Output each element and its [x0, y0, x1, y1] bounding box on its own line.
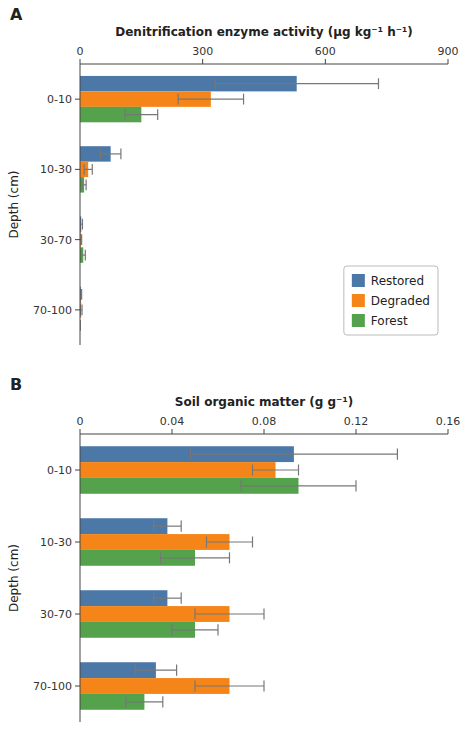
legend-swatch	[352, 274, 365, 287]
y-axis-line	[80, 434, 81, 722]
x-tick	[80, 59, 81, 64]
error-bar	[82, 179, 86, 190]
bar	[80, 462, 276, 478]
x-tick-label: 0.12	[344, 415, 369, 428]
x-tick-label: 0.16	[436, 415, 461, 428]
legend-box	[344, 266, 438, 335]
y-tick-label: 30-70	[40, 234, 72, 247]
error-bar	[81, 250, 85, 261]
plot-area	[80, 446, 397, 710]
y-axis-line	[80, 64, 81, 345]
y-tick-label: 0-10	[47, 93, 72, 106]
y-tick-label: 70-100	[33, 680, 72, 693]
x-tick	[356, 429, 357, 434]
y-tick	[75, 470, 80, 471]
error-bar	[178, 94, 243, 105]
y-tick	[75, 99, 80, 100]
x-tick-label: 300	[192, 45, 213, 58]
y-axis-label: Depth (cm)	[7, 170, 21, 238]
error-bar	[172, 624, 218, 635]
legend-label: Forest	[371, 314, 408, 328]
legend-label: Degraded	[371, 294, 430, 308]
error-bar	[135, 665, 176, 676]
error-bar	[195, 608, 264, 619]
panel-label: A	[10, 5, 23, 24]
panel: A Denitrification enzyme activity (μg kg⁻…	[7, 5, 459, 345]
y-tick-label: 10-30	[40, 163, 72, 176]
y-tick	[75, 542, 80, 543]
y-tick	[75, 309, 80, 310]
plot-area	[80, 76, 378, 331]
x-tick	[448, 429, 449, 434]
x-tick-label: 0	[77, 415, 84, 428]
x-tick	[448, 59, 449, 64]
error-bar	[195, 680, 264, 691]
error-bar	[190, 449, 397, 460]
y-tick-label: 10-30	[40, 536, 72, 549]
y-tick	[75, 614, 80, 615]
x-axis-line	[80, 64, 448, 65]
error-bar	[154, 593, 182, 604]
y-tick-label: 0-10	[47, 464, 72, 477]
error-bar	[241, 480, 356, 491]
error-bar	[207, 536, 253, 547]
chart-root: A Denitrification enzyme activity (μg kg⁻…	[0, 0, 474, 747]
legend-swatch	[352, 314, 365, 327]
panel-label: B	[10, 375, 22, 394]
legend-swatch	[352, 294, 365, 307]
panel: B Soil organic matter (g g⁻¹) Depth (cm) 0 0…	[7, 375, 460, 722]
x-tick	[202, 59, 203, 64]
y-tick-label: 70-100	[33, 304, 72, 317]
error-bar	[100, 149, 120, 160]
y-tick-label: 30-70	[40, 608, 72, 621]
x-tick-label: 0.08	[252, 415, 277, 428]
y-axis-label: Depth (cm)	[7, 544, 21, 612]
error-bar	[215, 78, 379, 89]
y-tick	[75, 169, 80, 170]
x-tick-label: 0	[77, 45, 84, 58]
error-bar	[80, 304, 82, 315]
y-tick	[75, 686, 80, 687]
x-axis-line	[80, 434, 448, 435]
x-axis-label: Denitrification enzyme activity (μg kg⁻¹…	[115, 25, 413, 39]
x-tick-label: 0.04	[160, 415, 185, 428]
x-tick	[80, 429, 81, 434]
error-bar	[161, 552, 230, 563]
x-tick	[325, 59, 326, 64]
x-tick-label: 900	[438, 45, 459, 58]
error-bar	[253, 464, 299, 475]
error-bar	[84, 164, 92, 175]
error-bar	[125, 109, 158, 120]
x-tick	[264, 429, 265, 434]
bar	[80, 534, 230, 550]
error-bar	[126, 696, 163, 707]
x-axis-label: Soil organic matter (g g⁻¹)	[175, 395, 353, 409]
error-bar	[154, 521, 182, 532]
legend-label: Restored	[371, 274, 424, 288]
y-tick	[75, 239, 80, 240]
legend: Restored Degraded Forest	[344, 266, 438, 335]
x-tick-label: 600	[315, 45, 336, 58]
x-tick	[172, 429, 173, 434]
